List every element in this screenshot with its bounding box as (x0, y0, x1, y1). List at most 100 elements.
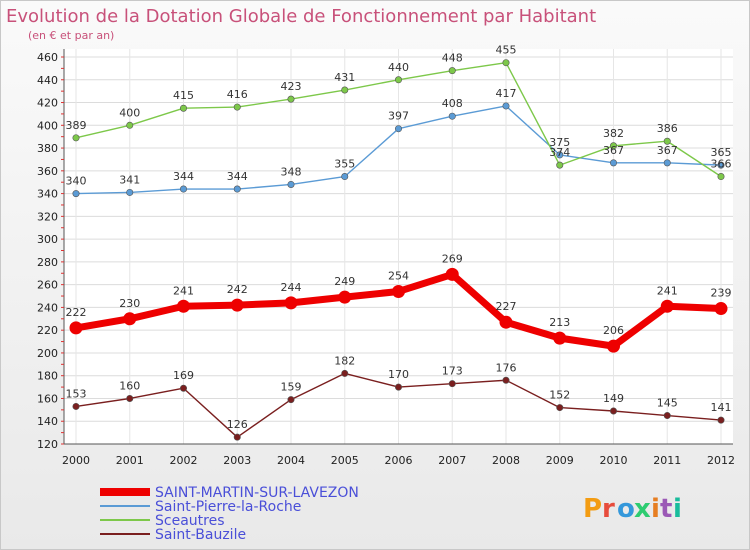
series-point-2 (233, 103, 241, 111)
logo-letter: P (583, 494, 602, 524)
series-point-3 (502, 376, 510, 384)
series-point-1 (72, 190, 80, 198)
series-point-2 (717, 173, 725, 181)
y-tick-label: 220 (37, 324, 58, 337)
y-tick-label: 240 (37, 301, 58, 314)
data-label-1: 340 (66, 175, 87, 188)
chart-title: Evolution de la Dotation Globale de Fonc… (6, 6, 596, 27)
series-point-1 (717, 161, 725, 169)
logo-letter: t (660, 494, 672, 524)
series-point-3 (126, 394, 134, 402)
series-point-0 (392, 284, 405, 298)
data-label-1: 367 (603, 144, 624, 157)
x-tick-label: 2009 (546, 454, 574, 467)
x-tick-label: 2008 (492, 454, 520, 467)
data-label-3: 126 (227, 418, 248, 431)
series-point-3 (663, 412, 671, 420)
data-label-3: 149 (603, 392, 624, 405)
y-tick-label: 460 (37, 51, 58, 64)
y-tick-label: 300 (37, 233, 58, 246)
data-label-2: 440 (388, 61, 409, 74)
data-label-2: 386 (657, 122, 678, 135)
series-point-2 (126, 121, 134, 129)
series-point-3 (609, 407, 617, 415)
logo-letter: r (602, 494, 615, 524)
legend-label-0: SAINT-MARTIN-SUR-LAVEZON (155, 485, 359, 501)
data-label-3: 160 (119, 379, 140, 392)
data-label-1: 344 (173, 170, 194, 183)
logo-letter: x (634, 494, 651, 524)
y-tick-label: 120 (37, 438, 58, 451)
data-label-2: 455 (496, 44, 517, 57)
y-tick-label: 200 (37, 347, 58, 360)
data-label-1: 348 (281, 165, 302, 178)
series-point-1 (233, 185, 241, 193)
data-label-2: 448 (442, 52, 463, 65)
series-point-2 (609, 142, 617, 150)
data-label-0: 241 (173, 284, 194, 297)
data-label-2: 366 (711, 158, 732, 171)
series-point-0 (445, 267, 459, 281)
data-label-2: 382 (603, 127, 624, 140)
data-label-2: 400 (119, 106, 140, 119)
series-point-0 (69, 321, 83, 335)
y-tick-label: 440 (37, 74, 58, 87)
series-point-2 (394, 76, 402, 84)
series-point-3 (180, 384, 188, 392)
series-point-0 (177, 299, 190, 313)
data-label-3: 141 (711, 401, 732, 414)
y-tick-label: 260 (37, 279, 58, 292)
data-label-0: 241 (657, 284, 678, 297)
y-tick-label: 320 (37, 210, 58, 223)
series-point-2 (287, 95, 295, 103)
data-label-0: 230 (119, 297, 140, 310)
x-tick-label: 2002 (170, 454, 198, 467)
y-tick-label: 420 (37, 97, 58, 110)
series-point-2 (341, 86, 349, 94)
series-point-1 (609, 159, 617, 167)
data-label-0: 269 (442, 252, 463, 265)
series-point-3 (717, 416, 725, 424)
series-layer (69, 59, 728, 441)
data-label-1: 417 (496, 87, 517, 100)
data-label-2: 415 (173, 89, 194, 102)
data-label-3: 182 (334, 354, 355, 367)
data-label-0: 239 (711, 287, 732, 300)
series-point-2 (663, 137, 671, 145)
series-point-1 (287, 180, 295, 188)
data-label-0: 206 (603, 324, 624, 337)
data-label-2: 389 (66, 119, 87, 132)
data-label-0: 242 (227, 283, 248, 296)
series-point-2 (556, 161, 564, 169)
data-label-0: 249 (334, 275, 355, 288)
series-point-3 (556, 404, 564, 412)
series-point-3 (72, 402, 80, 410)
data-label-2: 416 (227, 88, 248, 101)
series-point-1 (394, 125, 402, 133)
axes: 120 140 160 180 200 220 240 260 280 300 320 340 360 3… (37, 49, 735, 467)
series-point-3 (341, 369, 349, 377)
data-label-2: 374 (549, 146, 570, 159)
data-label-1: 367 (657, 144, 678, 157)
data-label-1: 375 (549, 136, 570, 149)
data-label-3: 152 (549, 389, 570, 402)
x-tick-label: 2012 (707, 454, 735, 467)
x-tick-label: 2007 (438, 454, 466, 467)
series-point-2 (180, 104, 188, 112)
series-point-3 (233, 433, 241, 441)
x-tick-label: 2004 (277, 454, 305, 467)
data-label-1: 365 (711, 146, 732, 159)
series-point-1 (663, 159, 671, 167)
series-point-1 (502, 102, 510, 110)
series-point-2 (72, 134, 80, 142)
y-tick-label: 400 (37, 119, 58, 132)
data-label-1: 344 (227, 170, 248, 183)
series-point-0 (553, 331, 567, 345)
data-label-3: 159 (281, 381, 302, 394)
series-point-2 (448, 67, 456, 75)
y-tick-label: 160 (37, 392, 58, 405)
x-tick-label: 2010 (600, 454, 628, 467)
